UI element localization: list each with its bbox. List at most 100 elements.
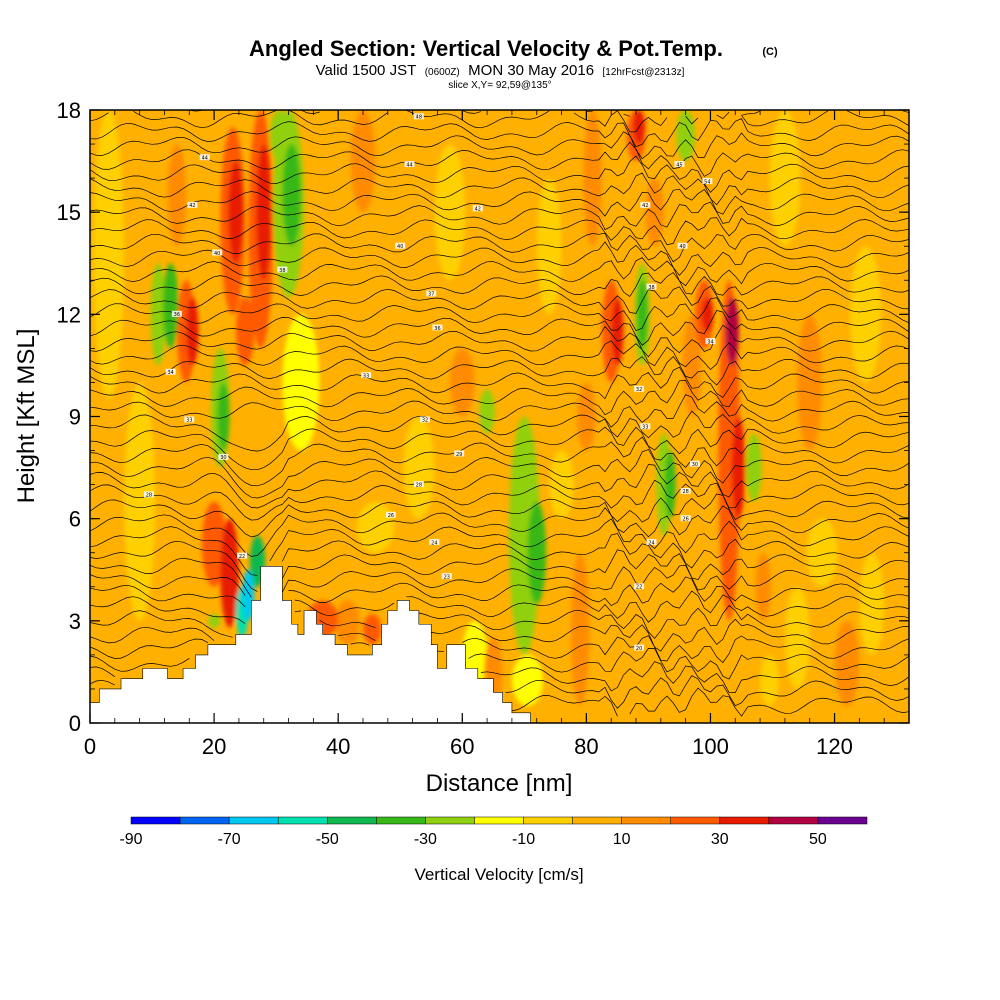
- colorbar-swatch: [277, 816, 328, 825]
- velocity-cell: [549, 450, 574, 519]
- isotherm-line: [511, 687, 909, 717]
- isotherm-label: 40: [214, 251, 220, 257]
- isotherm-label-box: [429, 539, 440, 546]
- velocity-cell: [676, 110, 695, 162]
- y-tick-label: 9: [69, 405, 81, 430]
- isotherm-line: [90, 394, 909, 428]
- velocity-cell: [150, 263, 166, 366]
- isotherm-line: [90, 464, 909, 509]
- isotherm-label-box: [634, 583, 645, 590]
- isotherm-label: 33: [186, 418, 192, 424]
- isotherm-line: [90, 533, 909, 592]
- isotherm-label-box: [199, 154, 210, 161]
- isotherm-line: [90, 590, 909, 624]
- isotherm-label: 28: [146, 493, 152, 499]
- y-axis-label: Height [Kft MSL]: [13, 329, 40, 504]
- terrain: [90, 566, 909, 723]
- colorbar: -90 -70 -50 -30 -10 10 30 50: [119, 816, 868, 848]
- velocity-field: [93, 110, 885, 706]
- colorbar-swatch: [376, 816, 426, 825]
- velocity-cell: [512, 654, 543, 706]
- velocity-cell: [363, 614, 382, 645]
- isotherm-line: [90, 605, 909, 639]
- isotherm-label: 42: [642, 203, 648, 209]
- isotherm-line: [90, 272, 909, 297]
- velocity-cell: [806, 518, 838, 587]
- isotherm-label-box: [143, 491, 154, 498]
- velocity-cell: [785, 586, 810, 689]
- y-tick-label: 18: [57, 98, 81, 123]
- colorbar-tick-label: 10: [613, 831, 631, 848]
- y-tick-label: 6: [69, 507, 81, 532]
- colorbar-tick-label: 30: [711, 831, 729, 848]
- isotherm-label: 29: [456, 452, 462, 458]
- x-tick-label: 100: [692, 734, 729, 759]
- isotherm-label: 32: [422, 418, 428, 424]
- velocity-cell: [834, 620, 860, 706]
- isotherm-line: [90, 479, 909, 521]
- isotherm-label-box: [677, 242, 688, 249]
- colorbar-swatch: [572, 816, 622, 825]
- x-tick-label: 0: [84, 734, 96, 759]
- colorbar-swatch: [228, 816, 279, 825]
- velocity-cell: [186, 297, 199, 366]
- isotherm-label: 34: [707, 339, 713, 345]
- isotherm-line: [90, 232, 909, 263]
- velocity-cell: [718, 280, 740, 621]
- velocity-cell: [217, 382, 230, 451]
- isotherm-line: [90, 675, 909, 709]
- isotherm-line: [90, 493, 909, 538]
- velocity-cell: [664, 450, 676, 519]
- isotherm-label: 24: [648, 540, 654, 546]
- isotherm-label-box: [646, 539, 657, 546]
- velocity-cell: [701, 297, 714, 332]
- velocity-cell: [403, 416, 435, 519]
- isotherm-line: [90, 155, 909, 193]
- colorbar-swatch: [130, 816, 181, 825]
- isotherm-label: 28: [416, 482, 422, 488]
- isotherm-line: [189, 110, 909, 117]
- colorbar-swatch: [327, 816, 377, 825]
- isotherm-line: [90, 141, 909, 177]
- chart-title-tag: (C): [762, 46, 778, 58]
- velocity-cell: [167, 144, 187, 247]
- velocity-cell: [220, 518, 239, 628]
- isotherm-label-box: [171, 310, 182, 317]
- isotherm-label: 37: [428, 292, 434, 298]
- velocity-cell: [270, 110, 289, 162]
- velocity-cell: [282, 314, 320, 451]
- isotherm-line: [90, 297, 909, 332]
- isotherm-line: [90, 635, 909, 664]
- isotherm-line: [90, 340, 909, 370]
- isotherm-label-box: [680, 515, 691, 522]
- x-tick-label: 120: [816, 734, 853, 759]
- isotherm-lines: [90, 110, 909, 717]
- isotherm-line: [90, 188, 909, 217]
- isotherm-label: 26: [388, 513, 394, 519]
- isotherm-label-box: [646, 283, 657, 290]
- isotherm-label: 28: [682, 489, 688, 495]
- x-tick-label: 80: [574, 734, 598, 759]
- isotherm-label: 22: [636, 585, 642, 591]
- isotherm-label-box: [441, 573, 452, 580]
- isotherm-line: [90, 131, 909, 160]
- isotherm-line: [90, 436, 909, 487]
- subtitle-forecast: [12hrFcst@2313z]: [603, 67, 685, 78]
- isotherm-line: [90, 518, 909, 576]
- colorbar-tick-label: -30: [414, 831, 437, 848]
- isotherm-label-box: [454, 450, 465, 457]
- isotherm-label: 45: [676, 162, 682, 168]
- isotherm-label-box: [184, 416, 195, 423]
- isotherm-label: 44: [202, 155, 208, 161]
- x-tick-label: 60: [450, 734, 474, 759]
- isotherm-line: [90, 257, 909, 287]
- isotherm-label-box: [361, 372, 372, 379]
- isotherm-line: [90, 505, 909, 557]
- velocity-cell: [682, 314, 702, 417]
- isotherm-label: 22: [239, 554, 245, 560]
- isotherm-label: 34: [167, 370, 173, 376]
- isotherm-label: 26: [682, 516, 688, 522]
- colorbar-swatch: [670, 816, 721, 825]
